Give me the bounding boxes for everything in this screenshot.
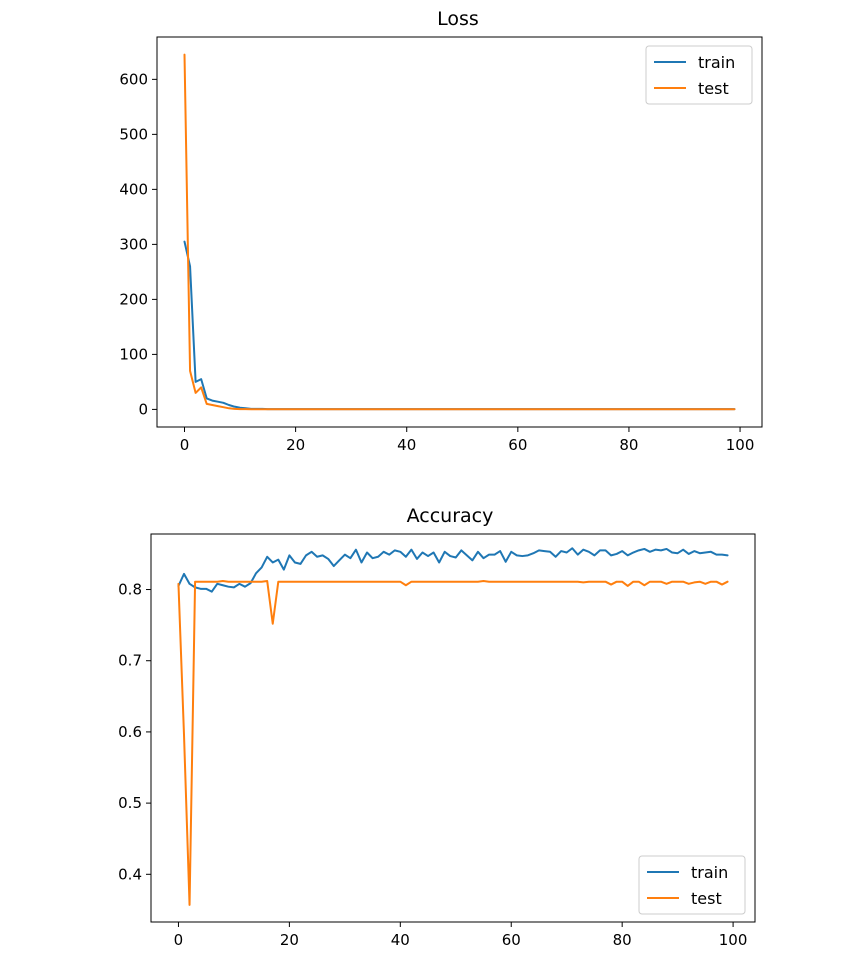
legend-frame bbox=[638, 855, 746, 915]
x-tick-label: 80 bbox=[619, 436, 638, 454]
y-tick-label: 400 bbox=[119, 180, 148, 198]
legend-label-test: test bbox=[691, 889, 722, 908]
x-tick-label: 0 bbox=[180, 436, 190, 454]
ticks-layer: 0 20 40 60 80 100 0 100 200 300 400 500 600 bbox=[119, 70, 754, 454]
y-tick-label: 100 bbox=[119, 345, 148, 363]
x-tick-label: 60 bbox=[508, 436, 527, 454]
x-tick-label: 20 bbox=[286, 436, 305, 454]
x-tick-label: 100 bbox=[719, 931, 748, 949]
y-tick-label: 0.7 bbox=[118, 652, 142, 670]
series-line-train bbox=[183, 240, 736, 411]
y-tick-label: 600 bbox=[119, 70, 148, 88]
legend: train test bbox=[645, 45, 753, 105]
y-tick-label: 0 bbox=[138, 400, 148, 418]
axes-frame bbox=[156, 36, 763, 428]
y-tick-label: 0.4 bbox=[118, 865, 142, 883]
series-layer bbox=[183, 53, 736, 411]
series-line-train bbox=[177, 547, 729, 593]
legend-frame bbox=[645, 45, 753, 105]
loss-chart: Loss 0 20 40 60 80 100 0 100 200 300 400 500 600 tra… bbox=[119, 8, 763, 454]
legend-label-test: test bbox=[698, 79, 729, 98]
accuracy-chart: Accuracy 0 20 40 60 80 100 0.4 0.5 0.6 0.7 0.8 tra… bbox=[118, 505, 756, 949]
legend-label-train: train bbox=[698, 53, 735, 72]
x-tick-label: 80 bbox=[613, 931, 632, 949]
x-tick-label: 40 bbox=[391, 931, 410, 949]
y-tick-label: 0.6 bbox=[118, 723, 142, 741]
y-tick-label: 500 bbox=[119, 125, 148, 143]
chart-title: Loss bbox=[437, 8, 479, 30]
x-tick-label: 40 bbox=[397, 436, 416, 454]
series-line-test bbox=[177, 579, 729, 906]
axes-frame bbox=[150, 533, 756, 923]
x-tick-label: 20 bbox=[280, 931, 299, 949]
ticks-layer: 0 20 40 60 80 100 0.4 0.5 0.6 0.7 0.8 bbox=[118, 581, 747, 949]
y-tick-label: 0.8 bbox=[118, 581, 142, 599]
series-line-test bbox=[183, 53, 736, 411]
series-layer bbox=[177, 547, 729, 906]
y-tick-label: 300 bbox=[119, 235, 148, 253]
y-tick-label: 0.5 bbox=[118, 794, 142, 812]
y-tick-label: 200 bbox=[119, 290, 148, 308]
x-tick-label: 0 bbox=[174, 931, 184, 949]
legend-label-train: train bbox=[691, 863, 728, 882]
x-tick-label: 60 bbox=[502, 931, 521, 949]
chart-title: Accuracy bbox=[407, 505, 494, 527]
legend: train test bbox=[638, 855, 746, 915]
x-tick-label: 100 bbox=[726, 436, 755, 454]
